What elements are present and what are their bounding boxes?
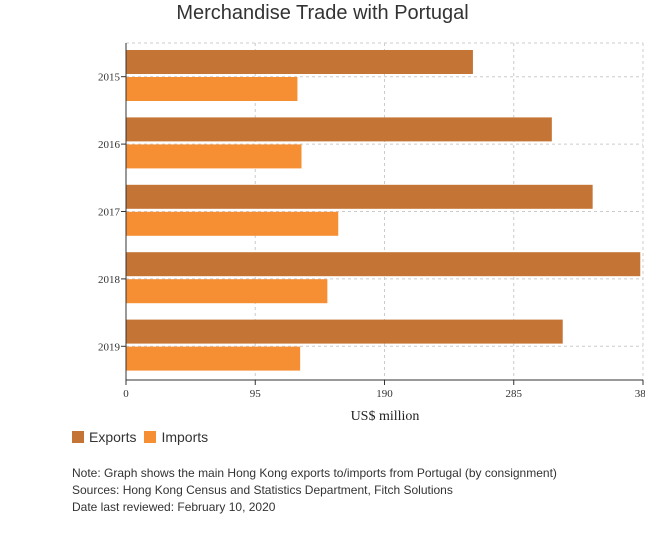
bar-exports-2018[interactable] [126, 252, 641, 277]
y-tick-label: 2018 [98, 274, 121, 286]
note-text: Note: Graph shows the main Hong Kong exp… [72, 466, 557, 480]
y-tick-label: 2017 [98, 207, 121, 219]
bar-imports-2017[interactable] [126, 211, 339, 236]
y-tick-label: 2016 [98, 139, 121, 151]
bar-imports-2016[interactable] [126, 144, 302, 169]
x-tick-label: 380 [635, 388, 645, 400]
y-tick-label: 2019 [98, 341, 121, 353]
bar-exports-2019[interactable] [126, 319, 563, 344]
legend-item-exports[interactable]: Exports [72, 429, 136, 445]
x-tick-label: 190 [376, 388, 393, 400]
legend-swatch-imports [144, 431, 157, 443]
chart-title: Merchandise Trade with Portugal [176, 2, 469, 24]
axes: 0 95 190 285 380 2015 2016 2017 2018 2019 [98, 43, 645, 400]
legend-item-imports[interactable]: Imports [144, 429, 208, 445]
bar-imports-2015[interactable] [126, 77, 298, 101]
x-axis-title: US$ million [351, 409, 420, 424]
bar-exports-2016[interactable] [126, 117, 552, 142]
bar-exports-2015[interactable] [126, 50, 473, 74]
legend-label-imports: Imports [161, 429, 209, 445]
x-tick-label: 95 [250, 388, 262, 400]
x-tick-label: 285 [506, 388, 523, 400]
x-tick-label: 0 [123, 388, 129, 400]
legend-label-exports: Exports [89, 429, 137, 445]
bar-imports-2019[interactable] [126, 346, 301, 371]
legend-swatch-exports [72, 431, 84, 443]
y-tick-label: 2015 [98, 72, 121, 84]
sources-text: Sources: Hong Kong Census and Statistics… [72, 483, 453, 497]
bar-chart: 0 95 190 285 380 2015 2016 2017 2018 2019 US$ mil… [98, 42, 645, 424]
bar-exports-2017[interactable] [126, 184, 593, 209]
legend: Exports Imports [72, 428, 216, 446]
date-reviewed-text: Date last reviewed: February 10, 2020 [72, 500, 276, 514]
chart-notes: Note: Graph shows the main Hong Kong exp… [72, 465, 632, 516]
bars [126, 50, 641, 371]
bar-imports-2018[interactable] [126, 279, 328, 304]
